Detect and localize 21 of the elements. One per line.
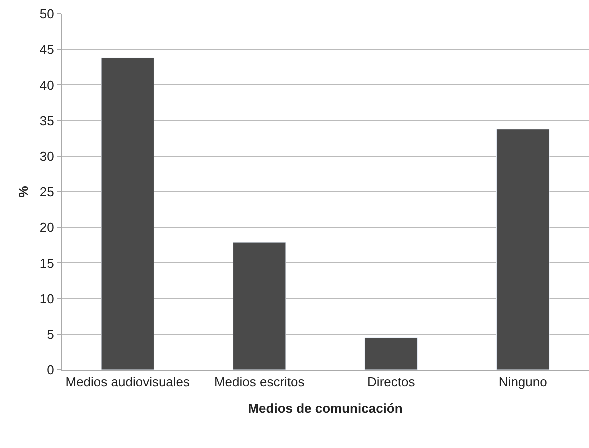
x-tick-label: Medios audiovisuales <box>66 374 191 390</box>
bar <box>233 242 286 370</box>
y-tick-label: 0 <box>47 362 54 378</box>
y-tick-label: 40 <box>40 78 54 93</box>
x-tick-label: Medios escritos <box>214 374 306 390</box>
y-tick-label: 30 <box>40 148 54 164</box>
x-axis-title: Medios de comunicación <box>248 401 403 416</box>
y-tick-label: 35 <box>40 113 54 128</box>
y-axis-title: % <box>16 186 31 198</box>
y-tick-label: 5 <box>47 326 54 342</box>
y-tick-label: 15 <box>40 256 54 271</box>
y-tick-label: 45 <box>40 42 54 58</box>
bar <box>364 338 418 370</box>
bar <box>101 58 154 370</box>
x-tick-label: Ninguno <box>498 374 548 390</box>
y-tick-label: 25 <box>40 184 54 200</box>
bar <box>496 129 550 370</box>
x-tick-label: Directos <box>368 374 416 390</box>
y-tick-label: 10 <box>40 291 54 306</box>
y-tick-label: 20 <box>40 220 54 236</box>
y-tick-label: 50 <box>40 6 54 22</box>
